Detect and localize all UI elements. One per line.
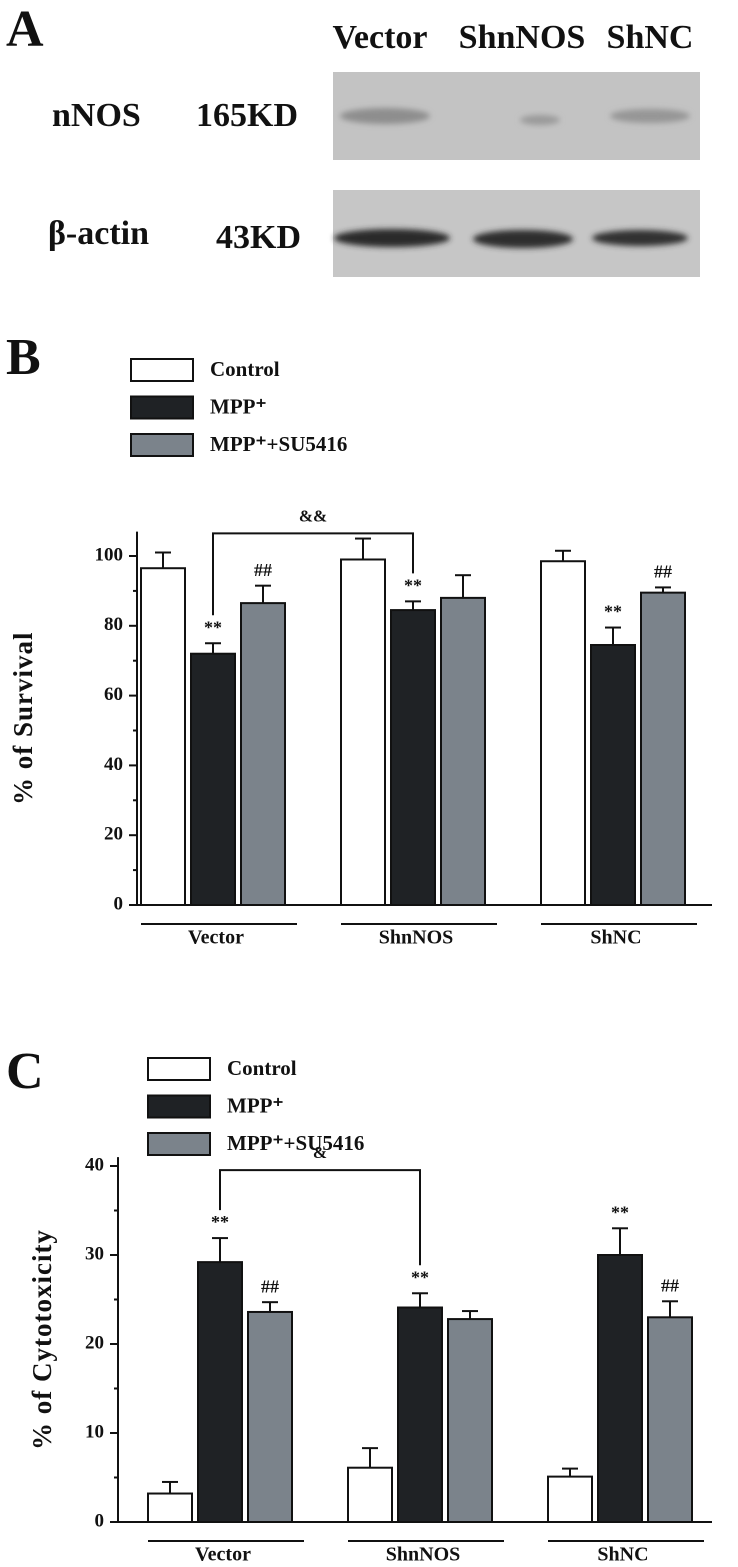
x-tick-label: ShnNOS <box>386 1544 461 1566</box>
bar <box>390 609 436 906</box>
legend-swatch <box>130 358 194 382</box>
x-tick-label: ShNC <box>597 1544 648 1566</box>
significance-label: ## <box>261 1276 279 1296</box>
legend-label: MPP⁺ <box>227 1093 284 1117</box>
bar <box>597 1254 643 1523</box>
significance-label: ** <box>411 1267 429 1287</box>
y-axis-label: % of Survival <box>8 632 38 806</box>
bar <box>640 591 686 907</box>
bar <box>547 1475 593 1523</box>
bar <box>197 1261 243 1523</box>
bar <box>347 1466 393 1523</box>
y-tick-label: 100 <box>95 544 124 565</box>
blot-top <box>333 72 700 160</box>
y-tick-label: 30 <box>85 1243 104 1264</box>
panel-letter: B <box>6 329 41 386</box>
band <box>592 230 688 246</box>
protein-label: β-actin <box>48 215 149 252</box>
band <box>334 229 450 247</box>
lane-label: Vector <box>332 19 427 56</box>
legend-swatch <box>130 395 194 420</box>
panel-letter: C <box>6 1043 44 1100</box>
y-tick-label: 20 <box>104 824 123 845</box>
bar <box>147 1492 193 1524</box>
legend-swatch <box>130 433 194 457</box>
size-label: 43KD <box>216 219 301 256</box>
size-label: 165KD <box>196 97 298 134</box>
y-tick-label: 10 <box>85 1421 104 1442</box>
significance-label: ** <box>404 575 422 595</box>
y-tick-label: 0 <box>95 1510 105 1531</box>
significance-label: ** <box>611 1202 629 1222</box>
significance-label: ## <box>654 562 672 582</box>
panel-letter: A <box>6 1 44 58</box>
bar <box>240 602 286 906</box>
protein-label: nNOS <box>52 97 141 134</box>
significance-label: ** <box>204 617 222 637</box>
x-tick-label: Vector <box>195 1544 251 1566</box>
y-axis-label: % of Cytotoxicity <box>27 1229 57 1450</box>
significance-label: ** <box>604 602 622 622</box>
legend-swatch <box>147 1132 211 1156</box>
lane-label: ShNC <box>607 19 694 56</box>
x-tick-label: ShnNOS <box>379 927 454 949</box>
legend-label: MPP⁺+SU5416 <box>227 1131 364 1155</box>
bar <box>540 560 586 906</box>
y-tick-label: 40 <box>104 754 123 775</box>
x-tick-label: Vector <box>188 927 244 949</box>
significance-bracket <box>219 1169 421 1266</box>
y-tick-label: 60 <box>104 684 123 705</box>
blot-bottom <box>333 190 700 277</box>
bar <box>190 652 236 906</box>
legend-swatch <box>147 1057 211 1081</box>
y-tick-label: 20 <box>85 1332 104 1353</box>
y-tick-label: 40 <box>85 1154 104 1175</box>
y-tick-label: 0 <box>114 893 124 914</box>
bar <box>447 1318 493 1523</box>
bracket-label: & <box>313 1143 327 1162</box>
legend-swatch <box>147 1094 211 1119</box>
legend-label: Control <box>227 1056 297 1080</box>
bar <box>647 1316 693 1524</box>
bar <box>590 643 636 906</box>
legend-label: Control <box>210 357 280 381</box>
band <box>610 109 690 123</box>
significance-label: ** <box>211 1212 229 1232</box>
significance-label: ## <box>661 1275 679 1295</box>
legend-label: MPP⁺+SU5416 <box>210 432 347 456</box>
bar <box>140 567 186 907</box>
band <box>340 108 430 124</box>
lane-label: ShnNOS <box>459 19 586 56</box>
bar <box>440 596 486 906</box>
legend-label: MPP⁺ <box>210 394 267 418</box>
significance-label: ## <box>254 560 272 580</box>
y-tick-label: 80 <box>104 614 123 635</box>
x-tick-label: ShNC <box>590 927 641 949</box>
bar <box>247 1310 293 1523</box>
bar <box>340 558 386 906</box>
significance-bracket <box>212 532 414 616</box>
bracket-label: && <box>299 506 327 525</box>
band <box>520 115 560 125</box>
band <box>473 230 573 248</box>
bar <box>397 1306 443 1524</box>
